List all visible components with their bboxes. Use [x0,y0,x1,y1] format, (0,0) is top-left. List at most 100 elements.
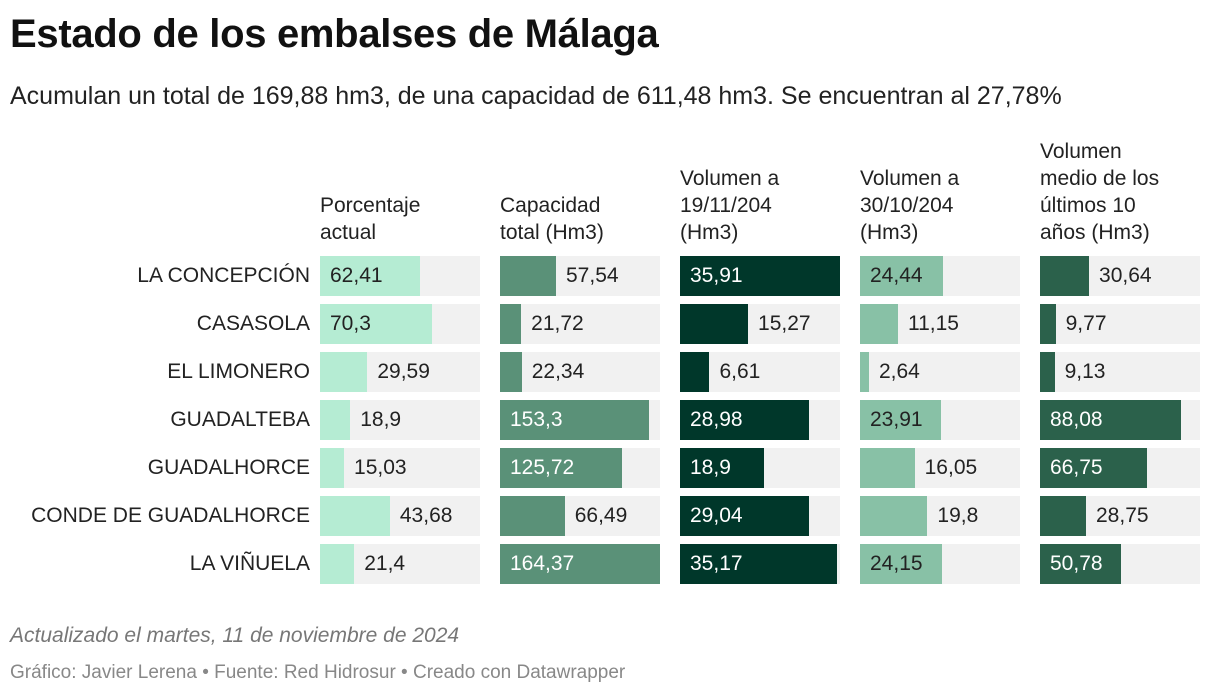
value-label: 88,08 [1050,408,1103,431]
value-label: 29,04 [690,504,743,527]
value-bar [680,544,837,584]
row-label: GUADALTEBA [170,408,310,431]
value-bar [680,400,810,440]
value-label: 62,41 [330,264,383,287]
column-header-3: Volumen a 19/11/204 (Hm3) [680,167,780,244]
value-label: 11,15 [907,312,959,335]
value-bar [500,448,623,488]
column-header-2: Capacidad total (Hm3) [500,194,604,244]
table-cell: 153,3 [500,400,660,440]
table-cell: 24,44 [860,256,1020,296]
table-cell: 35,17 [680,544,840,584]
value-bar [860,304,898,344]
value-label: 21,4 [364,552,406,575]
column-header-4: Volumen a 30/10/204 (Hm3) [860,167,960,244]
table-cell: 66,75 [1040,448,1200,488]
value-bar [320,448,345,488]
table-cell: 24,15 [860,544,1020,584]
column-header-5: Volumen medio de los últimos 10 años (Hm… [1040,140,1160,244]
table-cell: 19,8 [860,496,1020,536]
value-bar [680,352,710,392]
value-label: 19,8 [937,504,979,527]
value-label: 9,77 [1065,312,1107,335]
value-label: 164,37 [510,552,575,575]
table-cell: 15,27 [680,304,840,344]
table-cell: 18,9 [320,400,480,440]
row-label: CONDE DE GUADALHORCE [31,504,310,527]
value-label: 15,03 [354,456,407,479]
table-cell: 9,13 [1040,352,1200,392]
value-label: 30,64 [1099,264,1152,287]
value-bar [860,448,915,488]
table-cell: 21,4 [320,544,480,584]
value-bar [320,352,368,392]
value-bar [680,496,810,536]
value-label: 22,34 [531,360,585,383]
value-bar [860,256,944,296]
value-bar [500,544,660,584]
table-cell: 50,78 [1040,544,1200,584]
column-header-1: Porcentaje actual [320,194,421,244]
value-bar [680,448,765,488]
value-label: 2,64 [878,360,920,383]
table-cell: 15,03 [320,448,480,488]
value-label: 18,9 [360,408,402,431]
table-cell: 43,68 [320,496,480,536]
table-cell: 29,59 [320,352,480,392]
value-bar [1040,304,1056,344]
value-label: 35,91 [690,264,743,287]
value-label: 125,72 [510,456,575,479]
value-bar [1040,448,1147,488]
table-cell: 28,98 [680,400,840,440]
value-label: 21,72 [531,312,584,335]
chart-subtitle: Acumulan un total de 169,88 hm3, de una … [10,82,1062,110]
chart-title: Estado de los embalses de Málaga [10,12,659,56]
table-cell: 57,54 [500,256,660,296]
value-label: 29,59 [377,360,430,383]
value-bar [320,544,355,584]
table-cell: 30,64 [1040,256,1200,296]
value-bar [1040,352,1055,392]
table-cell: 125,72 [500,448,660,488]
value-bar [860,544,943,584]
table-cell: 29,04 [680,496,840,536]
table-cell: 11,15 [860,304,1020,344]
value-label: 66,75 [1050,456,1103,479]
value-bar [320,400,351,440]
value-label: 28,98 [690,408,743,431]
table-cell: 22,34 [500,352,660,392]
row-label: LA CONCEPCIÓN [137,264,310,287]
table-cell: 23,91 [860,400,1020,440]
table-cell: 88,08 [1040,400,1200,440]
table-cell: 70,3 [320,304,480,344]
value-bar [860,352,869,392]
value-bar [1040,544,1122,584]
value-bar [320,256,420,296]
table-cell: 62,41 [320,256,480,296]
value-bar [1040,256,1090,296]
table-cell: 2,64 [860,352,1020,392]
value-bar [320,304,433,344]
table-cell: 6,61 [680,352,840,392]
value-label: 23,91 [870,408,923,431]
value-bar [500,400,650,440]
value-label: 35,17 [690,552,743,575]
value-bar [500,496,565,536]
value-bar [860,400,942,440]
value-label: 24,15 [870,552,923,575]
value-bar [320,496,390,536]
table-cell: 66,49 [500,496,660,536]
row-label: CASASOLA [196,312,310,335]
value-label: 15,27 [758,312,811,335]
table-cell: 21,72 [500,304,660,344]
value-label: 16,05 [924,456,978,479]
value-bar [500,352,522,392]
row-label: GUADALHORCE [147,456,310,479]
value-bar [860,496,928,536]
value-label: 43,68 [399,504,453,527]
table-cell: 16,05 [860,448,1020,488]
value-label: 18,9 [690,456,731,479]
value-label: 57,54 [566,264,619,287]
value-label: 28,75 [1096,504,1149,527]
value-label: 153,3 [510,408,563,431]
